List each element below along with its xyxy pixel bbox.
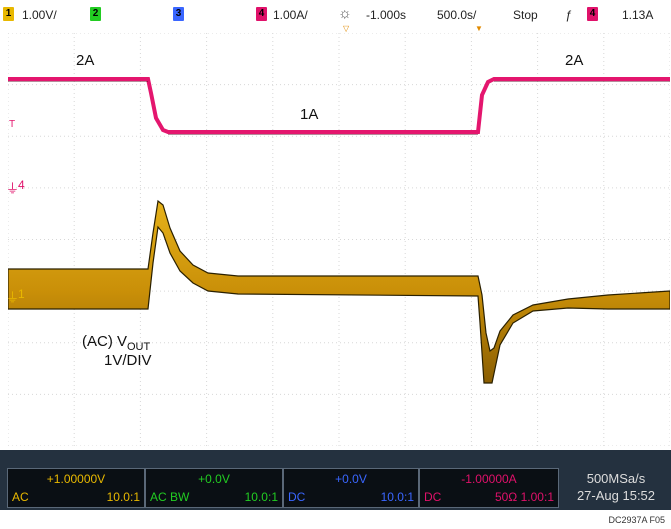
ch2-panel[interactable]: +0.0V AC BW 10.0:1 <box>145 468 283 508</box>
offset-marker-icon: ▽ <box>343 24 350 33</box>
ch2-coupling: AC BW <box>150 490 190 504</box>
ch4-ground-marker-icon: ⏚ <box>6 181 20 196</box>
sun-icon: ☼ <box>338 5 352 22</box>
ch4-panel[interactable]: -1.00000A DC 50Ω 1.00:1 <box>419 468 559 508</box>
ch2-probe: 10.0:1 <box>244 490 278 504</box>
ch2-indicator[interactable]: 2 <box>90 7 101 21</box>
trigger-channel[interactable]: 4 <box>587 7 598 21</box>
trigger-level[interactable]: 1.13A <box>622 8 654 22</box>
ch1-scale: 1.00V/ <box>22 8 57 22</box>
label-1a: 1A <box>300 106 319 123</box>
ch1-panel[interactable]: +1.00000V AC 10.0:1 <box>7 468 145 508</box>
ch3-coupling: DC <box>288 490 306 504</box>
ch4-coupling: DC <box>424 490 442 504</box>
ch1-ground-marker-icon: ⏚ <box>6 290 20 305</box>
ch4-scale: 1.00A/ <box>273 8 308 22</box>
graticule <box>8 33 670 446</box>
trigger-level-marker: T <box>9 119 15 130</box>
trigger-edge-icon: ƒ <box>565 8 572 22</box>
label-2a-right: 2A <box>565 52 584 69</box>
ch4-marker-label: 4 <box>18 178 25 192</box>
sample-rate: 500MSa/s <box>586 471 646 486</box>
ch4-probe-info: 50Ω 1.00:1 <box>494 490 554 504</box>
vout-label: (AC) VOUT <box>82 333 151 353</box>
vout-trace <box>8 199 670 384</box>
ch1-indicator[interactable]: 1 <box>3 7 14 21</box>
ch1-marker-label: 1 <box>18 287 25 301</box>
status-bar: 1 1.00V/ 2 3 4 1.00A/ ☼ -1.000s 500.0s/ … <box>0 0 671 33</box>
time-offset[interactable]: -1.000s <box>366 8 407 22</box>
figure-id: DC2937A F05 <box>608 515 665 525</box>
current-trace <box>8 77 670 134</box>
ch1-coupling: AC <box>12 490 29 504</box>
ch3-indicator[interactable]: 3 <box>173 7 184 21</box>
ch3-probe: 10.0:1 <box>380 490 414 504</box>
ch4-indicator[interactable]: 4 <box>256 7 267 21</box>
run-state[interactable]: Stop <box>513 8 538 22</box>
timebase[interactable]: 500.0s/ <box>437 8 477 22</box>
ch3-panel[interactable]: +0.0V DC 10.0:1 <box>283 468 419 508</box>
ch1-probe: 10.0:1 <box>106 490 140 504</box>
date-time: 27-Aug 15:52 <box>576 488 656 503</box>
ch1-offset: +1.00000V <box>46 472 106 486</box>
label-2a-left: 2A <box>76 52 95 69</box>
vout-scale-label: 1V/DIV <box>104 352 152 369</box>
trigger-position-icon: ▼ <box>475 24 483 33</box>
scope-display: T <box>8 33 670 446</box>
ch4-offset: -1.00000A <box>461 472 517 486</box>
acquisition-info: 500MSa/s 27-Aug 15:52 <box>566 470 666 504</box>
ch2-offset: +0.0V <box>198 472 230 486</box>
ch3-offset: +0.0V <box>335 472 367 486</box>
